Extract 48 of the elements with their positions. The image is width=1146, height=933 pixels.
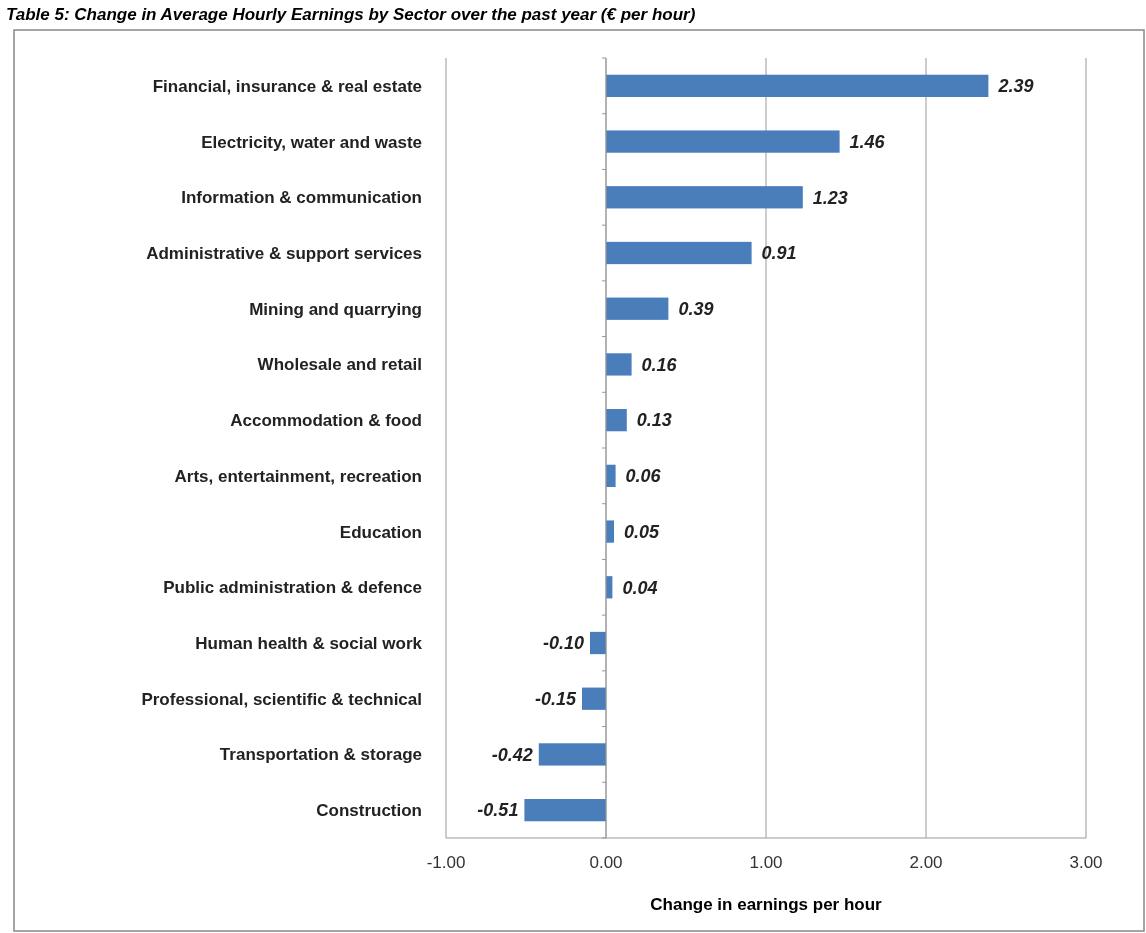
y-tick-label: Wholesale and retail [257, 355, 422, 375]
x-axis-title: Change in earnings per hour [650, 895, 883, 914]
data-label: -0.10 [542, 633, 584, 654]
y-tick-label: Public administration & defence [163, 578, 422, 598]
bar [606, 130, 840, 153]
data-label: 2.39 [997, 76, 1034, 97]
data-label: 0.39 [678, 299, 714, 320]
y-tick-label: Arts, entertainment, recreation [174, 466, 422, 486]
bar [606, 241, 752, 265]
y-tick-label: Education [339, 522, 422, 542]
bar [524, 799, 606, 822]
bar [582, 687, 606, 710]
data-label: 0.13 [636, 410, 672, 431]
x-tick-label: 0.00 [589, 853, 623, 872]
data-label: 0.04 [622, 577, 658, 598]
data-label: 0.91 [761, 243, 797, 264]
data-label: 0.06 [625, 466, 662, 487]
y-tick-label: Accommodation & food [230, 411, 422, 431]
y-tick-label: Mining and quarrying [249, 299, 422, 319]
y-tick-label: Construction [316, 801, 422, 821]
y-tick-label: Administrative & support services [146, 243, 422, 263]
data-label: -0.51 [477, 800, 519, 821]
x-tick-label: 2.00 [909, 853, 943, 872]
y-tick-label: Professional, scientific & technical [141, 689, 422, 709]
bar [538, 743, 606, 766]
data-label: 1.46 [849, 131, 886, 152]
y-tick-label: Electricity, water and waste [201, 132, 422, 152]
x-tick-label: 3.00 [1069, 853, 1103, 872]
x-tick-label: -1.00 [426, 853, 466, 872]
bar [606, 353, 632, 376]
bar [606, 520, 614, 543]
data-label: 1.23 [812, 187, 848, 208]
y-tick-label: Transportation & storage [219, 745, 422, 765]
data-label: -0.15 [534, 689, 577, 710]
data-label: 0.16 [641, 354, 678, 375]
data-label: 0.05 [624, 521, 661, 542]
bar [606, 464, 616, 487]
bar [606, 186, 803, 209]
y-tick-label: Information & communication [181, 188, 422, 208]
bar [606, 409, 627, 432]
y-tick-label: Financial, insurance & real estate [152, 76, 422, 96]
bar [606, 74, 989, 97]
y-tick-label: Human health & social work [195, 633, 423, 653]
bar [606, 297, 669, 320]
x-tick-label: 1.00 [749, 853, 783, 872]
data-label: -0.42 [491, 744, 533, 765]
bar [590, 631, 606, 655]
chart-title: Table 5: Change in Average Hourly Earnings by Sector over the past year (€ per hour) [6, 5, 696, 24]
